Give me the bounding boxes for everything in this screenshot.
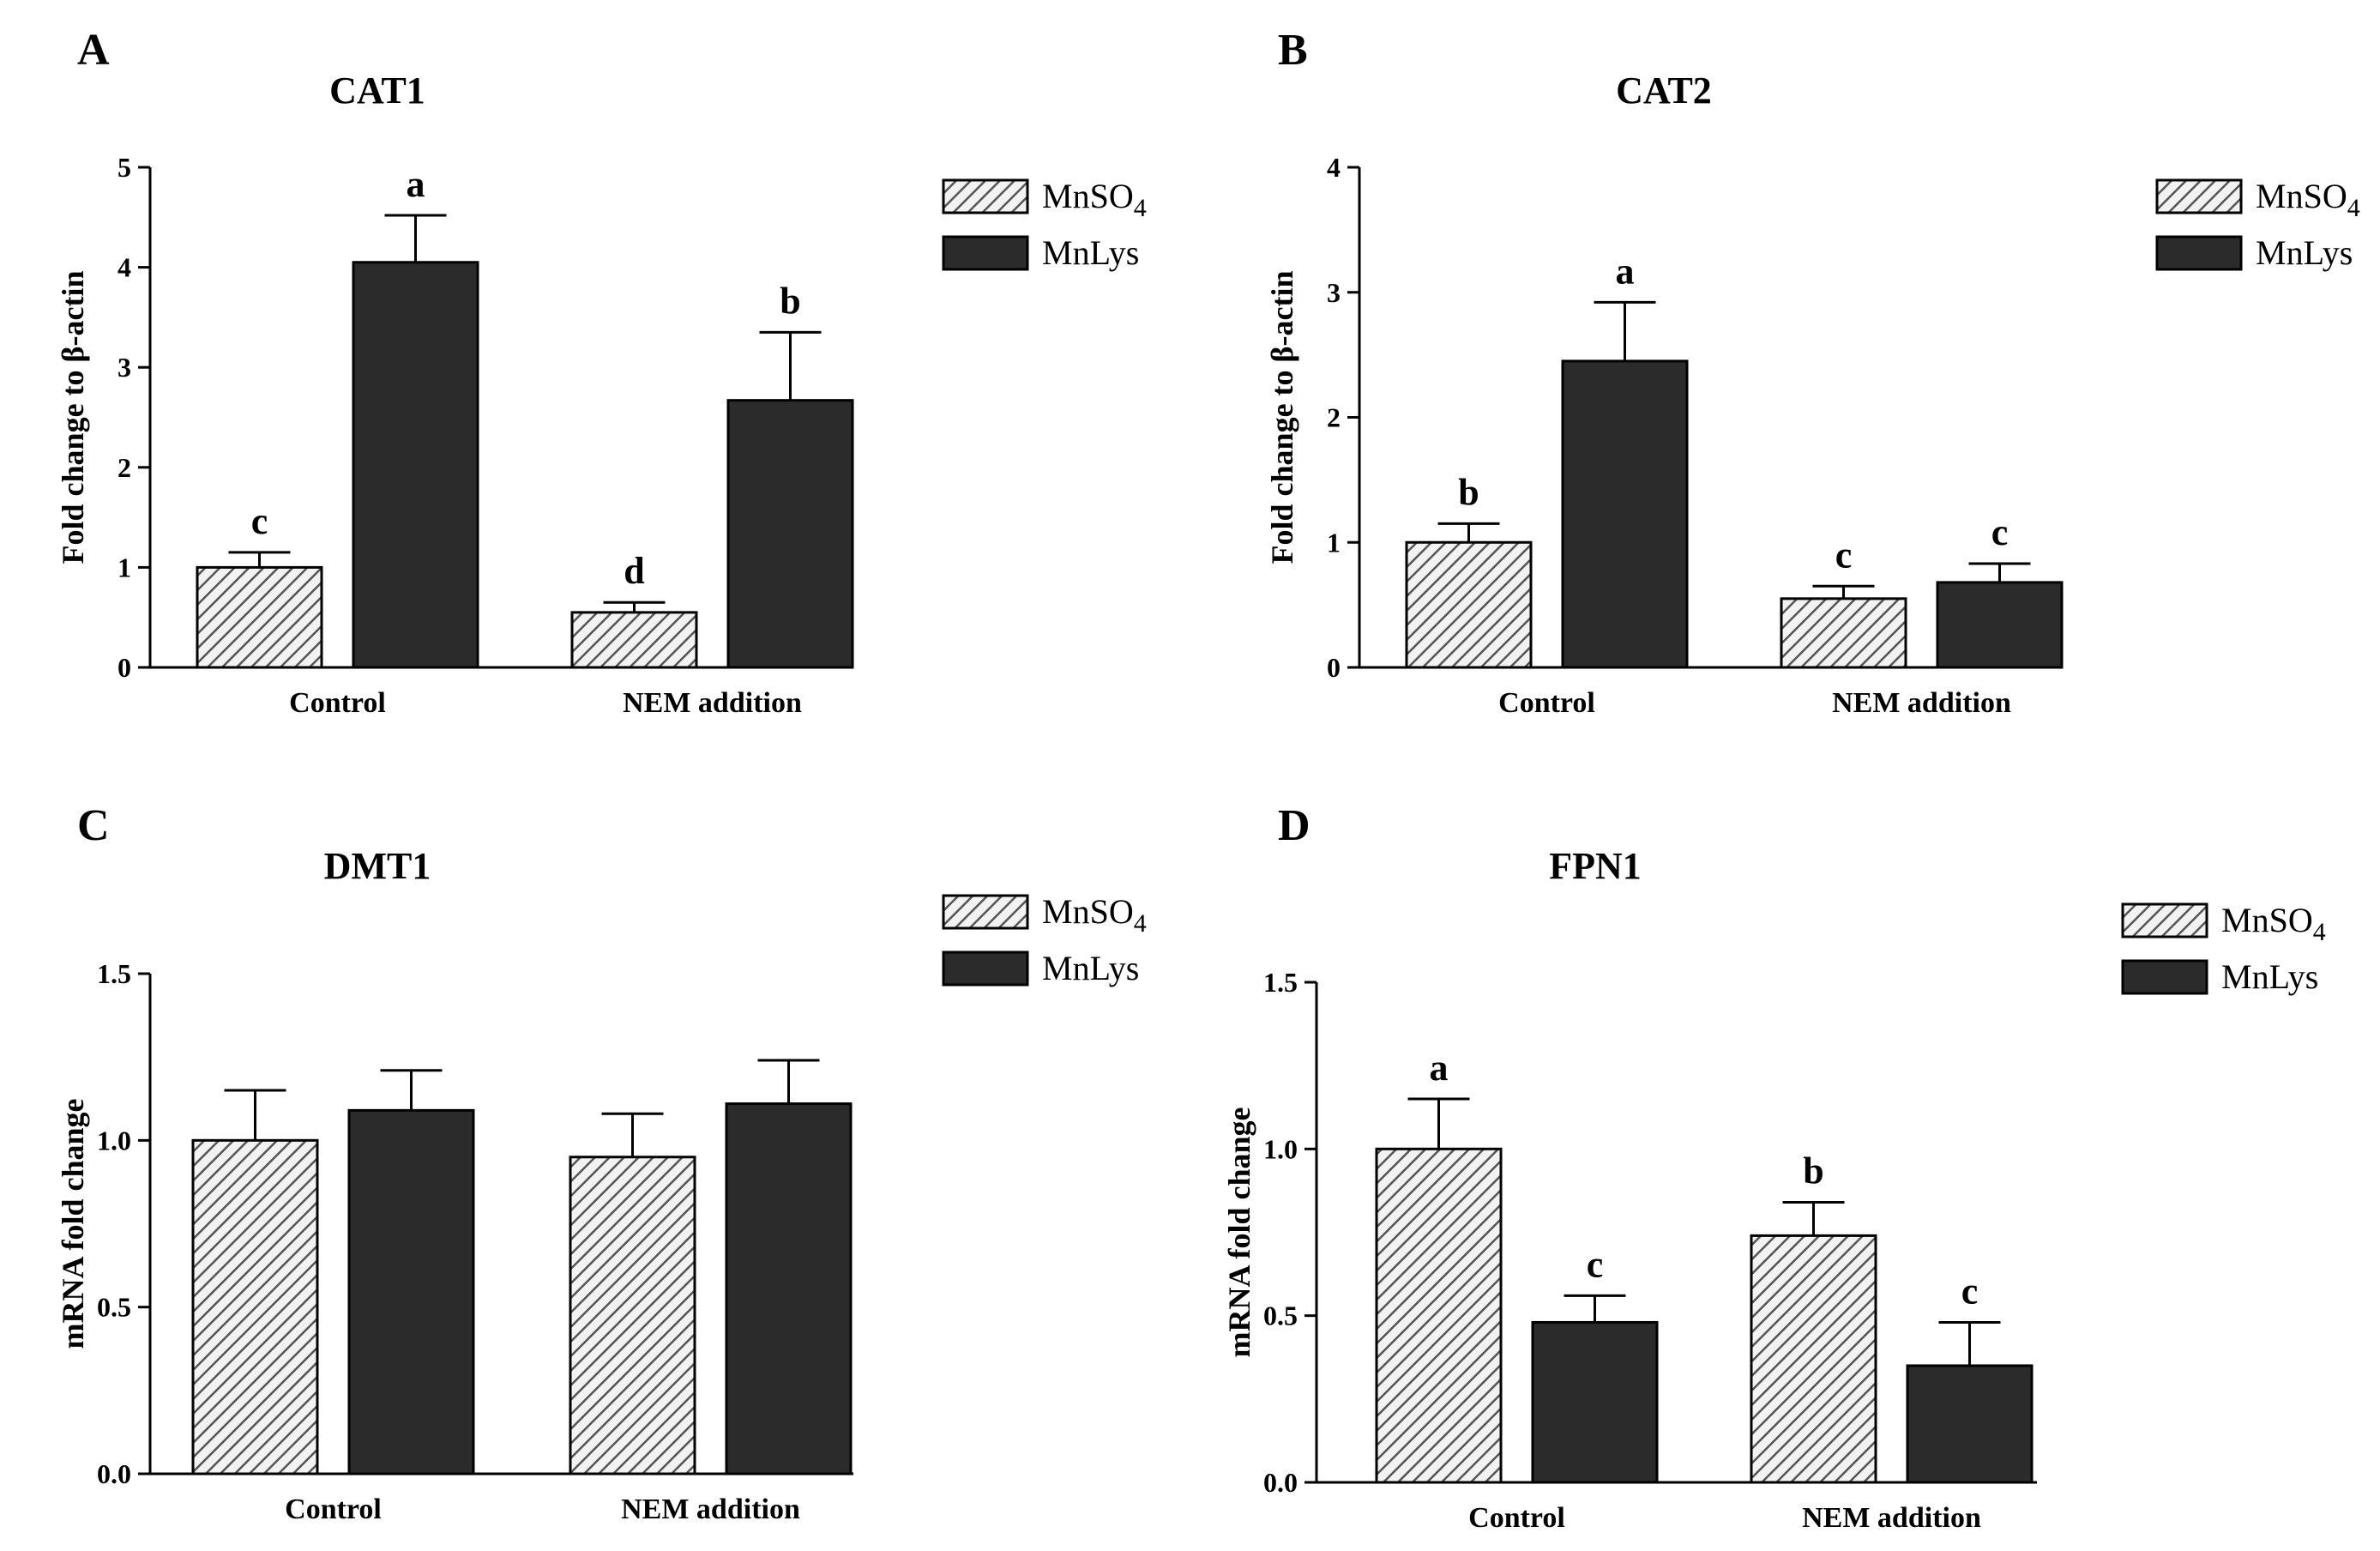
significance-letter: b [780,280,800,322]
bar-mnlys-0 [347,1108,475,1476]
legend-label-mnlys: MnLys [2256,233,2353,272]
y-tick-label: 4 [117,252,131,283]
legend-label-mnlys: MnLys [1042,949,1139,987]
y-tick-label: 1.5 [97,958,131,989]
bar-mnlys-0 [352,261,479,669]
y-tick-label: 1.0 [97,1125,131,1156]
y-tick-label: 2 [1327,402,1341,433]
y-tick-label: 0 [1327,652,1341,683]
legend: MnSO4 MnLys [2121,901,2326,996]
significance-letter: c [1991,511,2009,553]
bar-mnlys-1 [1936,581,2064,669]
significance-letter: c [1835,534,1853,576]
legend-swatch-mnso4 [2121,902,2208,938]
y-tick-label: 3 [117,352,131,383]
y-tick-label: 0 [117,652,131,683]
chart-title: DMT1 [324,845,431,887]
bar-mnso4-1 [569,1156,696,1476]
significance-letter: a [407,163,425,205]
legend-label-mnlys: MnLys [1042,233,1139,272]
category-label: Control [1468,1502,1565,1534]
bar-mnlys-0 [1561,359,1689,669]
y-tick-label: 0.5 [1263,1301,1298,1331]
significance-letter: a [1430,1047,1449,1089]
legend-label-mnlys: MnLys [2221,957,2318,996]
legend-swatch-mnlys [942,235,1029,271]
panel-a: A CAT1 0 1 2 3 4 5 Fold change to β-actin c a Contr… [0,0,1190,776]
legend-label-mnso4: MnSO4 [2256,177,2360,222]
legend-swatch-mnso4 [2155,178,2243,214]
chart-title: FPN1 [1549,845,1642,887]
bar-mnlys-1 [726,399,854,669]
chart-svg: C DMT1 0.0 0.5 1.0 1.5 mRNA fold change Control… [56,801,1147,1525]
y-tick-label: 5 [117,152,131,183]
significance-letter: c [1961,1270,1979,1312]
y-axis-label: mRNA fold change [56,1098,90,1349]
significance-letter: b [1458,471,1479,513]
panel-c: C DMT1 0.0 0.5 1.0 1.5 mRNA fold change Control… [0,776,1190,1551]
legend: MnSO4 MnLys [2155,177,2360,272]
bar-mnso4-0 [196,565,323,669]
panel-b: B CAT2 0 1 2 3 4 Fold change to β-actin b a Contro… [1201,0,2380,776]
y-tick-label: 0.5 [97,1292,131,1323]
panel-letter: C [77,801,110,850]
y-tick-label: 1.5 [1263,967,1298,998]
category-label: NEM addition [1802,1502,1981,1534]
y-tick-label: 0.0 [1263,1467,1298,1498]
legend: MnSO4 MnLys [942,177,1147,272]
y-tick-label: 2 [117,452,131,483]
chart-svg: D FPN1 0.0 0.5 1.0 1.5 mRNA fold change a c Contr… [1222,801,2326,1534]
significance-letter: b [1803,1150,1823,1192]
category-label: Control [285,1494,382,1525]
chart-title: CAT2 [1616,69,1712,112]
bar-mnlys-0 [1531,1320,1659,1484]
bar-mnlys-1 [725,1102,853,1476]
significance-letter: a [1616,250,1635,292]
y-tick-label: 1.0 [1263,1133,1298,1164]
panel-letter: D [1278,801,1311,850]
panel-letter: B [1278,26,1308,75]
bar-mnso4-1 [570,611,698,669]
y-tick-label: 4 [1327,152,1341,183]
y-tick-label: 1 [117,552,131,582]
y-axis-label: mRNA fold change [1222,1107,1256,1357]
legend-swatch-mnlys [2121,959,2208,995]
chart-svg: B CAT2 0 1 2 3 4 Fold change to β-actin b a Contro… [1265,26,2360,719]
bar-mnso4-0 [1405,540,1533,669]
panel-d: D FPN1 0.0 0.5 1.0 1.5 mRNA fold change a c Contr… [1201,776,2380,1551]
category-label: Control [289,687,386,719]
y-tick-label: 1 [1327,527,1341,558]
legend-label-mnso4: MnSO4 [1042,177,1147,222]
legend-swatch-mnlys [2155,235,2243,271]
legend: MnSO4 MnLys [942,892,1147,987]
legend-swatch-mnso4 [942,178,1029,214]
y-axis-label: Fold change to β-actin [56,271,90,564]
significance-letter: d [624,550,644,592]
legend-swatch-mnso4 [942,894,1029,930]
significance-letter: c [1587,1243,1604,1285]
category-label: NEM addition [621,1494,800,1525]
chart-svg: A CAT1 0 1 2 3 4 5 Fold change to β-actin c a Contr… [56,26,1147,719]
significance-letter: c [251,500,268,542]
y-tick-label: 3 [1327,277,1341,308]
legend-label-mnso4: MnSO4 [2221,901,2326,946]
chart-title: CAT1 [329,69,425,112]
bar-mnso4-0 [1375,1147,1503,1484]
bar-mnlys-1 [1906,1364,2034,1484]
panel-letter: A [77,26,110,75]
bar-mnso4-1 [1780,597,1907,669]
category-label: NEM addition [623,687,802,719]
category-label: NEM addition [1832,687,2011,719]
y-tick-label: 0.0 [97,1458,131,1489]
legend-label-mnso4: MnSO4 [1042,892,1147,938]
bar-mnso4-0 [191,1138,319,1476]
bar-mnso4-1 [1750,1234,1877,1484]
y-axis-label: Fold change to β-actin [1265,271,1299,564]
category-label: Control [1498,687,1595,719]
legend-swatch-mnlys [942,951,1029,987]
